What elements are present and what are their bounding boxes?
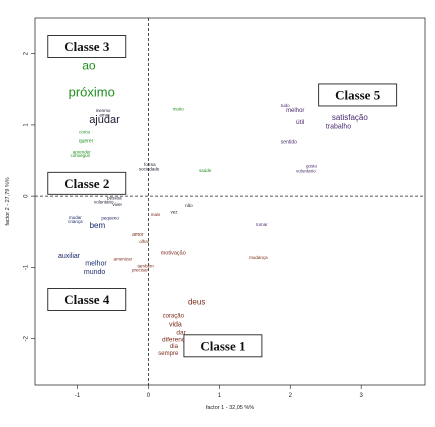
y-tick-label: 2	[24, 51, 30, 55]
word-label: deus	[188, 297, 205, 306]
x-tick-label: 1	[218, 393, 222, 399]
axes-group: -1 0 1 2 3 -2 -1 0 1 2	[24, 18, 425, 399]
word-label: diferença	[162, 337, 189, 344]
word-label: mesmo	[96, 108, 111, 113]
word-label: forma	[144, 162, 156, 167]
word-label: satisfação	[332, 113, 369, 122]
class-label: Classe 1	[200, 338, 245, 353]
class-box	[318, 83, 398, 107]
x-axis-title: factor 1 - 32,05 %%	[206, 405, 254, 411]
word-label: amenizar	[114, 256, 133, 261]
word-label: criança	[68, 219, 83, 224]
x-tick-label: 2	[289, 393, 293, 399]
word-label: querer	[79, 139, 94, 145]
class-label: Classe 2	[64, 176, 109, 191]
word-label: vez	[170, 209, 178, 214]
word-label: precisar	[132, 268, 149, 273]
word-label: ao	[82, 58, 96, 72]
word-label: sentido	[281, 139, 297, 145]
word-label: mundo	[84, 269, 106, 276]
word-label: dia	[170, 344, 179, 350]
word-label: aprender	[73, 149, 92, 154]
word-label: dar	[176, 329, 186, 336]
y-tick-label: 1	[24, 123, 30, 127]
word-label: bem	[90, 221, 106, 230]
word-label: não	[185, 203, 193, 208]
word-label: viver	[112, 202, 122, 207]
class-label: Classe 4	[64, 292, 110, 307]
word-label: voluntario	[296, 169, 316, 174]
word-label: ajudar	[89, 114, 120, 126]
class-label: Classe 3	[64, 39, 110, 54]
word-label: tomar	[256, 222, 268, 227]
word-label: melhor	[286, 108, 304, 114]
word-label: amar	[99, 112, 110, 117]
y-tick-label: 0	[24, 194, 30, 198]
class-box	[47, 288, 127, 311]
word-label: coração	[163, 313, 185, 319]
x-tick-label: 0	[147, 393, 151, 399]
word-label: sociedade	[139, 167, 160, 172]
x-tick-label: 3	[360, 393, 364, 399]
word-label: também	[137, 263, 154, 268]
word-label: mudança	[249, 255, 268, 260]
class-box	[183, 334, 263, 358]
word-label: mais	[151, 212, 161, 217]
word-label: próximo	[69, 84, 115, 99]
class-box	[47, 35, 127, 58]
word-label: sempre	[158, 351, 179, 357]
word-label: tudo	[281, 103, 290, 108]
y-axis-title: factor 2 - 27,79 %%	[5, 177, 11, 225]
word-label: pequeno	[101, 216, 119, 221]
word-label: como	[79, 129, 91, 134]
word-label: conseguir	[71, 153, 91, 158]
plot-frame	[34, 17, 426, 386]
word-label: gosto	[306, 164, 318, 169]
class-label: Classe 5	[335, 87, 381, 102]
word-label: saúde	[199, 168, 212, 173]
word-label: motivação	[161, 251, 186, 257]
word-label: muito	[173, 107, 185, 112]
y-tick-label: -2	[24, 335, 30, 341]
word-label: melhor	[85, 260, 107, 267]
word-label: auxiliar	[58, 253, 81, 260]
word-label: vida	[169, 322, 182, 329]
word-label: amor	[132, 232, 144, 238]
word-label: trabalho	[326, 123, 351, 130]
class-box	[47, 171, 127, 195]
class-boxes-group: Classe 1 Classe 2 Classe 3 Classe 4 Classe 5	[47, 35, 398, 358]
y-tick-label: -1	[24, 264, 30, 270]
word-label: voluntario	[94, 199, 114, 204]
word-label: mudar	[69, 215, 82, 220]
word-label: útil	[296, 119, 305, 126]
word-label: olhar	[139, 239, 150, 244]
x-tick-label: -1	[75, 393, 81, 399]
plot-frame-group	[34, 17, 426, 386]
word-label: pessoa	[107, 196, 122, 201]
